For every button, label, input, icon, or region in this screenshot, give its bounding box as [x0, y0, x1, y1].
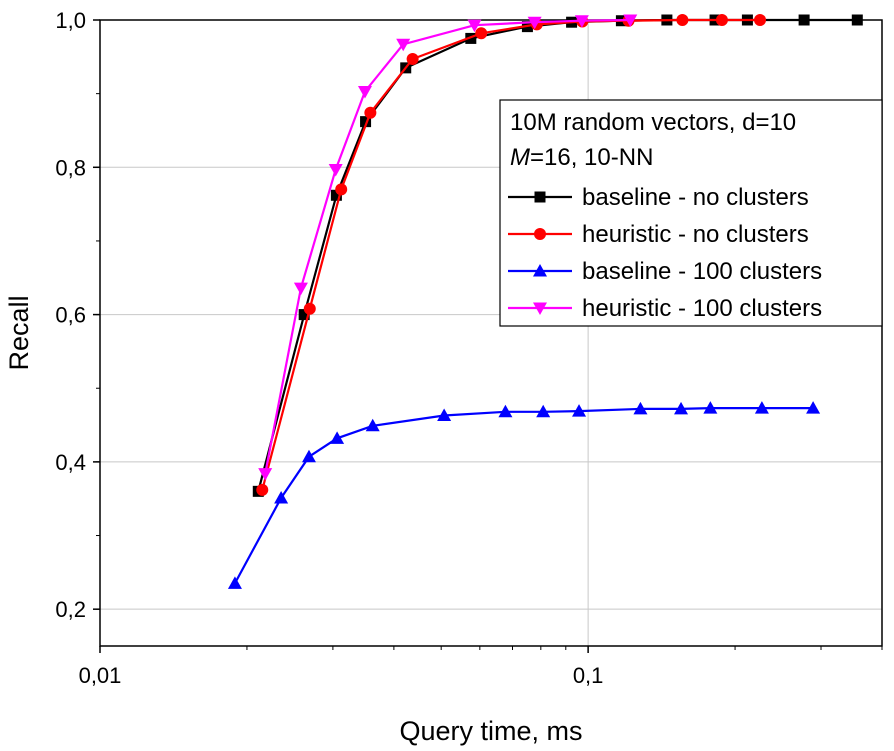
y-tick-label: 0,6	[55, 303, 86, 328]
data-point	[676, 14, 689, 26]
data-point	[467, 19, 482, 33]
data-point	[330, 431, 345, 444]
data-point	[703, 401, 718, 414]
data-point	[798, 14, 810, 26]
legend-marker	[533, 264, 547, 277]
data-point	[360, 116, 372, 128]
y-tick-label: 1,0	[55, 8, 86, 33]
legend-box	[499, 99, 883, 327]
legend-header-m: M	[510, 144, 530, 171]
data-point	[357, 85, 372, 99]
data-point	[623, 14, 638, 27]
y-tick-label: 0,4	[55, 450, 86, 475]
legend-entry-baseline-no-clusters: baseline - no clusters	[508, 184, 809, 211]
data-point	[498, 404, 513, 418]
legend-header-line1: 10M random vectors, d=10	[510, 109, 796, 136]
data-point	[527, 16, 542, 30]
data-point	[806, 401, 821, 414]
data-point	[536, 404, 551, 418]
data-point	[674, 401, 689, 415]
x-tick-label: 0,1	[573, 663, 604, 688]
legend-entry-heuristic-100-clusters: heuristic - 100 clusters	[508, 295, 822, 322]
axis-ticks: 0,2 0,4 0,6 0,8 1,0 0,01 0,1	[55, 8, 883, 688]
data-point	[475, 27, 488, 40]
legend-entry-heuristic-no-clusters: heuristic - no clusters	[508, 221, 809, 248]
data-point	[574, 15, 589, 28]
data-point	[754, 401, 769, 414]
y-tick-label: 0,8	[55, 155, 86, 180]
data-point	[274, 490, 289, 504]
y-axis-title: Recall	[4, 295, 34, 370]
data-point	[330, 189, 342, 201]
data-point	[396, 38, 411, 52]
series-line	[233, 407, 814, 584]
data-point	[227, 576, 242, 589]
legend: 10M random vectors, d=10 M=16, 10-NN bas…	[499, 99, 883, 327]
data-point	[633, 401, 648, 415]
y-tick-label: 0,2	[55, 597, 86, 622]
data-point	[335, 183, 348, 196]
x-tick-label: 0,01	[79, 663, 122, 688]
data-point	[258, 468, 273, 481]
data-point	[364, 106, 377, 119]
data-point	[437, 408, 452, 421]
data-point	[256, 483, 269, 496]
legend-marker	[533, 302, 547, 315]
data-point	[301, 449, 316, 463]
series-line	[261, 18, 760, 491]
legend-marker	[534, 228, 546, 240]
legend-label: baseline - 100 clusters	[582, 258, 822, 285]
legend-label: baseline - no clusters	[582, 184, 809, 211]
legend-marker	[534, 191, 546, 203]
legend-label: heuristic - 100 clusters	[582, 295, 822, 322]
data-point	[572, 404, 587, 417]
x-axis-title: Query time, ms	[399, 716, 582, 746]
data-point	[715, 14, 728, 26]
data-point	[406, 53, 419, 66]
data-point	[851, 14, 863, 26]
plot-frame	[99, 19, 883, 647]
series-baseline-100-clusters	[227, 401, 821, 589]
legend-label: heuristic - no clusters	[582, 221, 809, 248]
data-point	[465, 32, 477, 44]
data-point	[298, 309, 310, 321]
legend-entry-baseline-100-clusters: baseline - 100 clusters	[508, 258, 822, 285]
series-heuristic-100-clusters	[258, 14, 638, 481]
data-point	[303, 302, 316, 315]
data-point	[293, 282, 308, 296]
legend-entries: baseline - no clusters heuristic - no clu…	[508, 184, 822, 322]
data-point	[365, 418, 380, 432]
data-point	[754, 14, 767, 26]
legend-header-line2: M=16, 10-NN	[510, 144, 653, 171]
legend-header-rest: =16, 10-NN	[530, 144, 653, 171]
data-point	[328, 164, 343, 177]
series-layer	[227, 14, 863, 589]
